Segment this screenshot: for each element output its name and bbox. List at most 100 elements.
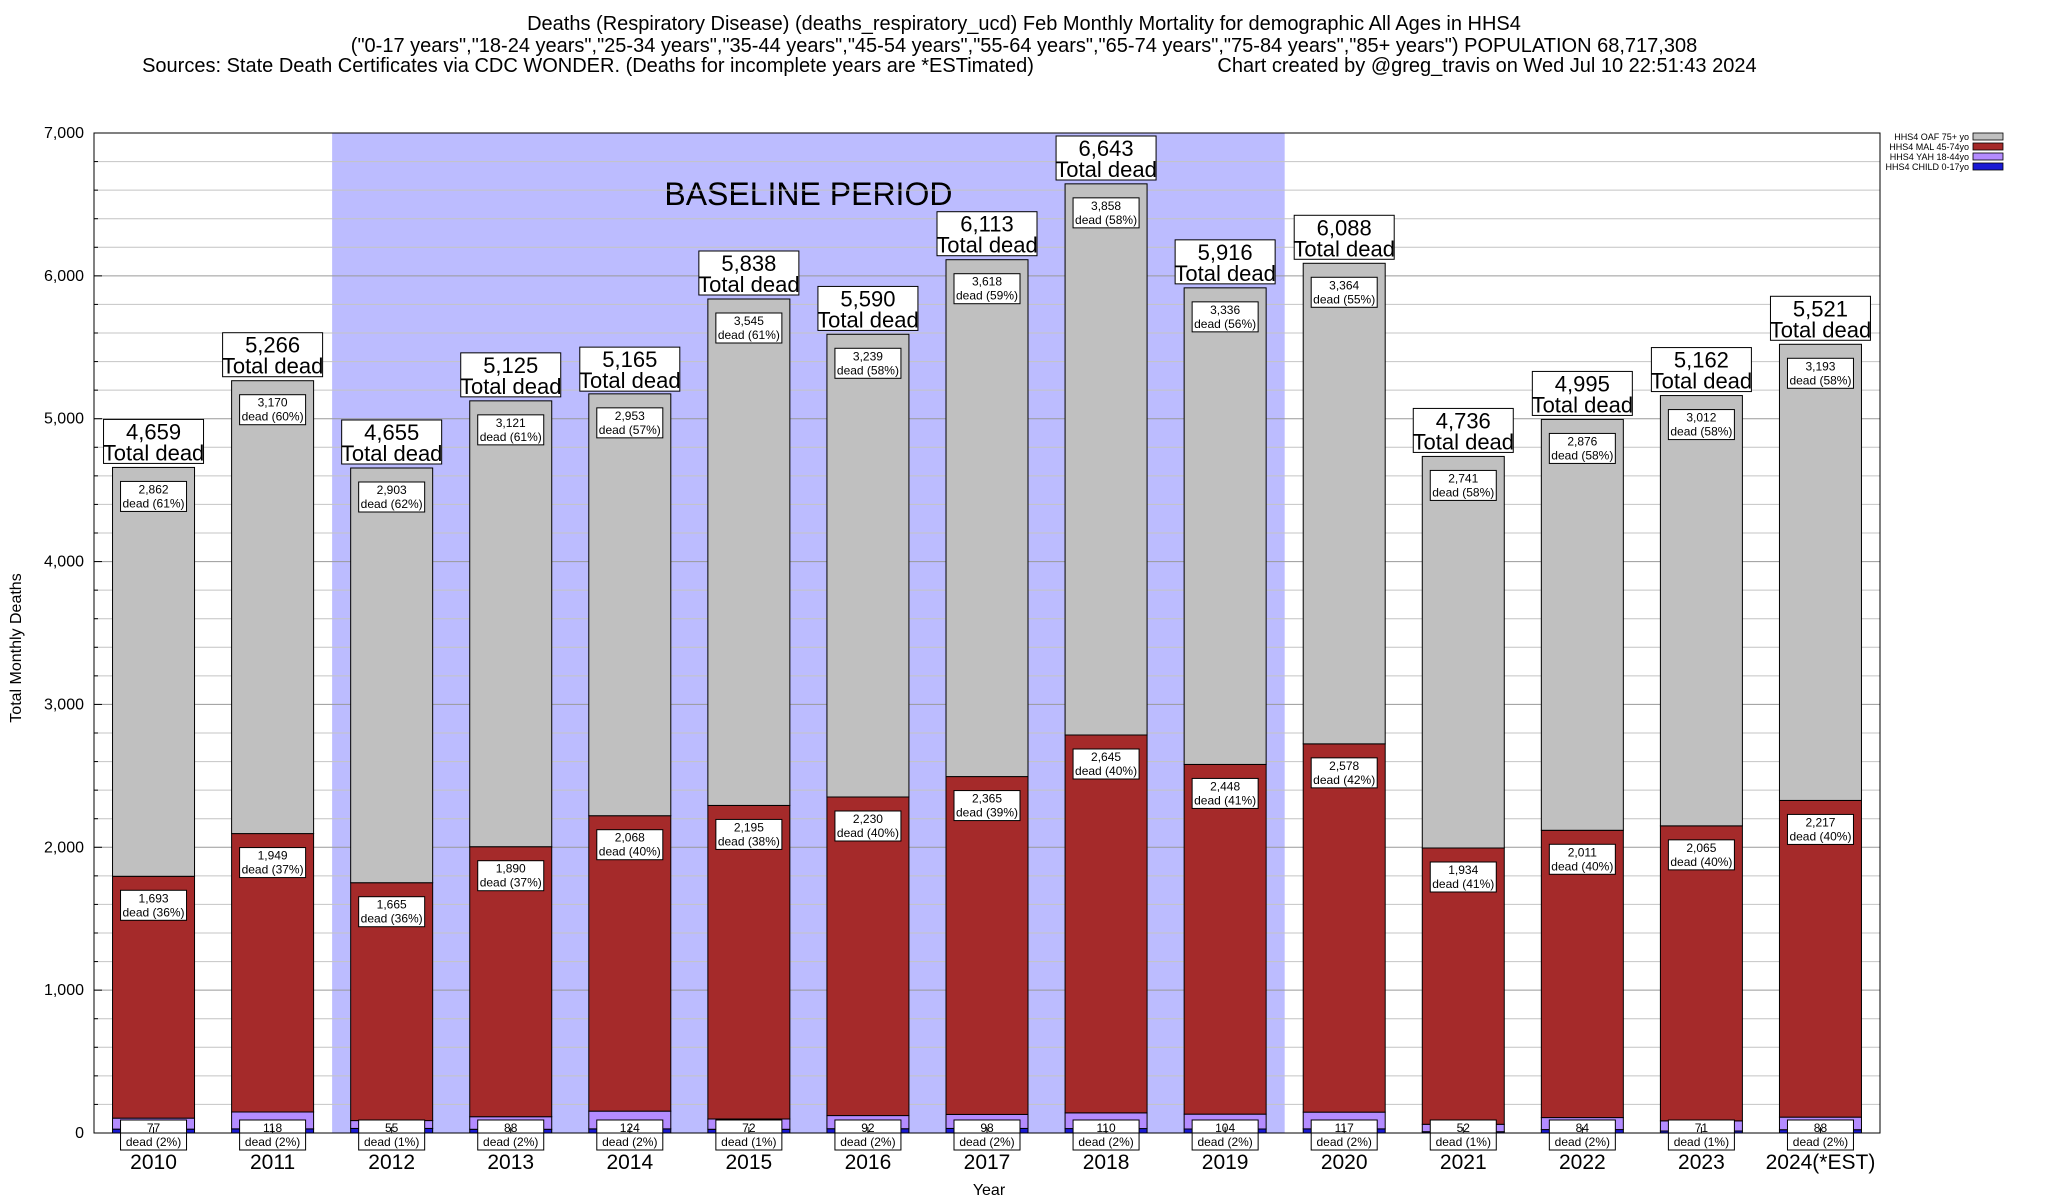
bar-segment	[112, 466, 196, 877]
segment-label-box	[1786, 1119, 1854, 1151]
segment-percent-label: dead (56%)	[1194, 317, 1256, 331]
total-label-box	[817, 285, 919, 331]
segment-percent-label: dead (40%)	[1075, 764, 1137, 778]
x-tick-label: 2019	[1202, 1151, 1249, 1174]
total-label-box	[103, 418, 205, 464]
segment-percent-label: dead (58%)	[1551, 448, 1613, 462]
total-value-label: 5,266	[245, 333, 300, 358]
y-tick-label: 2,000	[44, 839, 84, 856]
segment-percent-label: dead (41%)	[1194, 793, 1256, 807]
segment-value-label: 1,665	[377, 898, 407, 912]
segment-value-label: 3,618	[972, 275, 1002, 289]
segment-label-box	[596, 829, 664, 861]
segment-label-box	[1667, 839, 1735, 871]
total-label-box	[1055, 135, 1157, 181]
legend-swatch	[1972, 142, 2004, 151]
x-tick-label: 2012	[368, 1151, 415, 1174]
segment-percent-label: dead (58%)	[1670, 425, 1732, 439]
bar-segment	[469, 400, 553, 848]
segment-value-label: 1,949	[258, 849, 288, 863]
segment-value-label: 3,364	[1329, 278, 1359, 292]
segment-value-label: 3,239	[853, 349, 883, 363]
segment-value-label: 2,065	[1686, 841, 1716, 855]
total-value-label: 5,125	[483, 353, 538, 378]
segment-label-box	[239, 1119, 307, 1151]
segment-percent-label: dead (1%)	[1674, 1135, 1729, 1149]
segment-value-label: 3,336	[1210, 303, 1240, 317]
x-tick-label: 2017	[964, 1151, 1011, 1174]
legend-swatch	[1972, 132, 2004, 141]
segment-percent-label: dead (2%)	[1078, 1135, 1133, 1149]
bars-group	[112, 183, 1862, 1134]
chart-title-line-1: Deaths (Respiratory Disease) (deaths_res…	[527, 13, 1521, 35]
segment-percent-label: dead (61%)	[123, 496, 185, 510]
segment-value-label: 2,195	[734, 820, 764, 834]
total-label-box	[1769, 295, 1871, 341]
segment-label-box	[834, 1119, 902, 1151]
x-tick-label: 2023	[1678, 1151, 1725, 1174]
x-tick-label: 2016	[845, 1151, 892, 1174]
segment-label-box	[1548, 432, 1616, 464]
segment-label-box	[477, 860, 545, 892]
segment-percent-label: dead (58%)	[1432, 485, 1494, 499]
segment-label-box	[477, 414, 545, 446]
total-value-label: 4,736	[1436, 408, 1491, 433]
segment-percent-label: dead (40%)	[837, 826, 899, 840]
total-suffix-label: Total dead	[936, 233, 1038, 258]
segment-percent-label: dead (2%)	[959, 1135, 1014, 1149]
segment-label-box	[120, 889, 188, 921]
segment-percent-label: dead (38%)	[718, 834, 780, 848]
bar-segment	[1778, 343, 1862, 801]
total-suffix-label: Total dead	[1055, 157, 1157, 182]
total-label-box	[1293, 214, 1395, 260]
x-tick-label: 2020	[1321, 1151, 1368, 1174]
total-value-label: 6,113	[960, 212, 1013, 237]
bar-segment	[1421, 455, 1505, 849]
segment-value-label: 1,693	[139, 891, 169, 905]
y-tick-label: 5,000	[44, 411, 84, 428]
segment-label-box	[834, 347, 902, 379]
total-label-box	[1412, 407, 1514, 453]
segment-percent-label: dead (58%)	[837, 363, 899, 377]
bar-segment	[1659, 825, 1743, 1122]
segment-label-box	[1548, 1119, 1616, 1151]
bar-segment	[469, 846, 553, 1118]
total-suffix-label: Total dead	[1413, 429, 1515, 454]
segment-label-box	[1786, 813, 1854, 845]
bar-segment	[1540, 829, 1624, 1119]
segment-label-box	[358, 1119, 426, 1151]
total-suffix-label: Total dead	[103, 440, 205, 465]
legend-label: HHS4 MAL 45-74yo	[1889, 142, 1969, 152]
total-value-label: 5,916	[1198, 240, 1253, 265]
total-suffix-label: Total dead	[1651, 369, 1753, 394]
total-suffix-label: Total dead	[817, 307, 919, 332]
bar-segment	[588, 815, 672, 1112]
segment-label-box	[715, 1119, 783, 1151]
y-tick-label: 7,000	[44, 125, 84, 142]
total-suffix-label: Total dead	[1770, 317, 1872, 342]
segment-percent-label: dead (41%)	[1432, 877, 1494, 891]
y-axis-label: Total Monthly Deaths	[8, 573, 25, 722]
segment-value-label: 3,121	[496, 416, 526, 430]
total-value-label: 4,655	[364, 420, 419, 445]
legend-label: HHS4 CHILD 0-17yo	[1885, 162, 1969, 172]
